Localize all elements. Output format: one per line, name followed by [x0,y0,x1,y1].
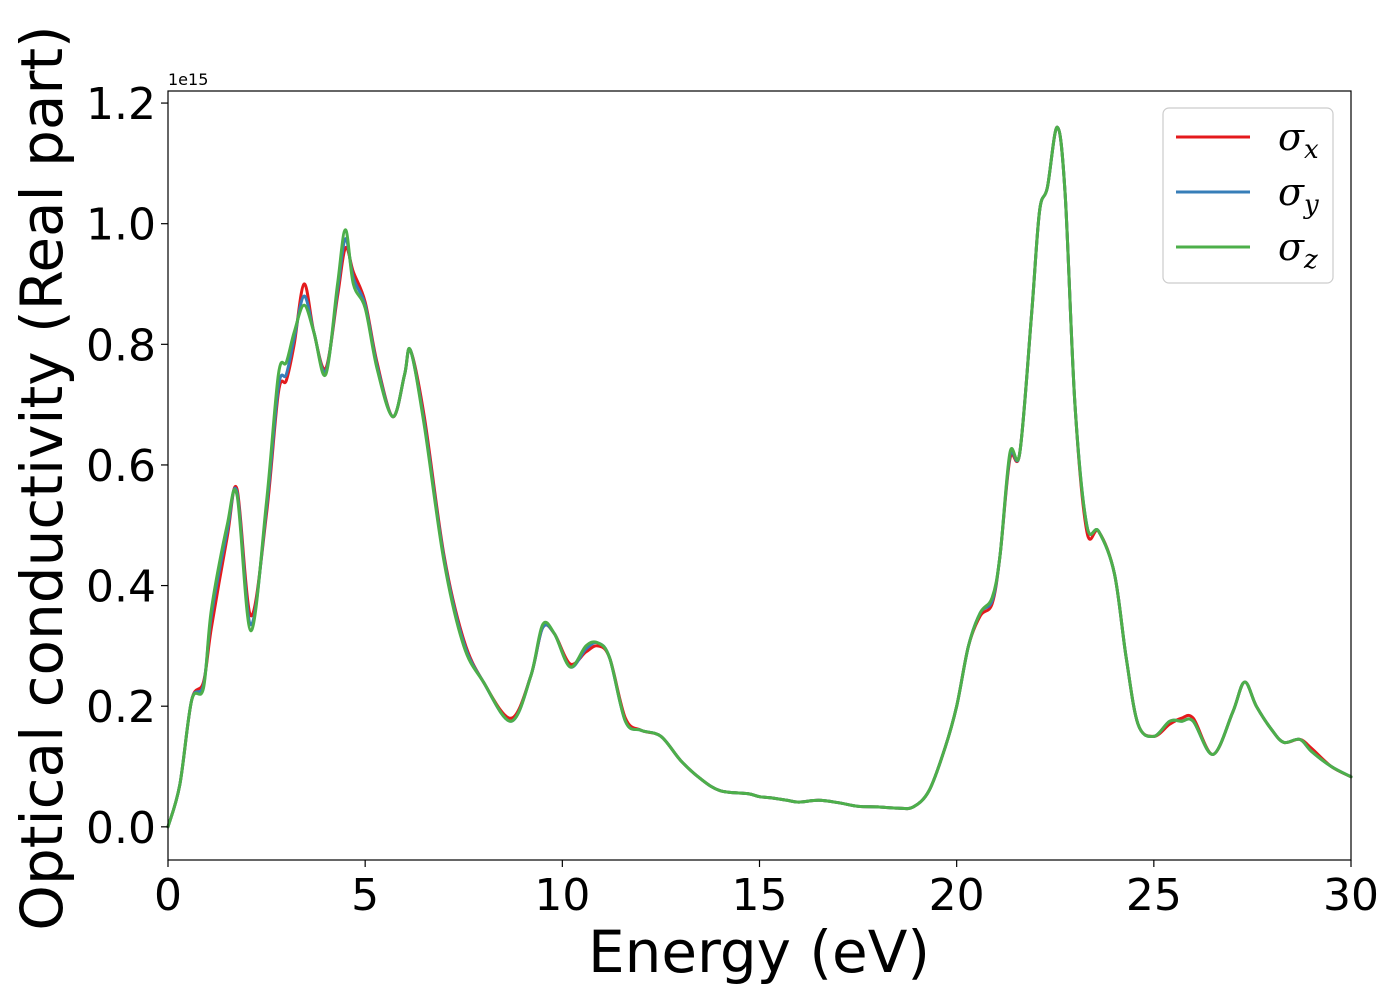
x-tick-label: 25 [1126,870,1182,921]
y-tick-label: 0.6 [86,441,156,492]
x-tick-label: 30 [1323,870,1379,921]
y-tick-label: 0.2 [86,682,156,733]
x-tick-label: 5 [351,870,379,921]
y-tick-label: 1.0 [86,200,156,251]
legend-box [1162,107,1334,284]
x-axis-title: Energy (eV) [588,918,930,986]
x-axis: 0 5 10 15 20 25 30 [154,860,1379,921]
y-offset-label: 1e15 [168,70,208,89]
x-tick-label: 15 [732,870,788,921]
series-layer [166,125,1353,829]
y-tick-label: 1.2 [86,79,156,130]
y-tick-label: 0.4 [86,562,156,613]
x-tick-label: 20 [929,870,985,921]
series-line-z [166,125,1353,829]
x-tick-label: 0 [154,870,182,921]
y-axis-title: Optical conductivity (Real part) [8,25,76,930]
y-axis: 0.0 0.2 0.4 0.6 0.8 1.0 1.2 [86,79,168,854]
y-tick-label: 0.0 [86,803,156,854]
x-tick-label: 10 [534,870,590,921]
y-tick-label: 0.8 [86,320,156,371]
